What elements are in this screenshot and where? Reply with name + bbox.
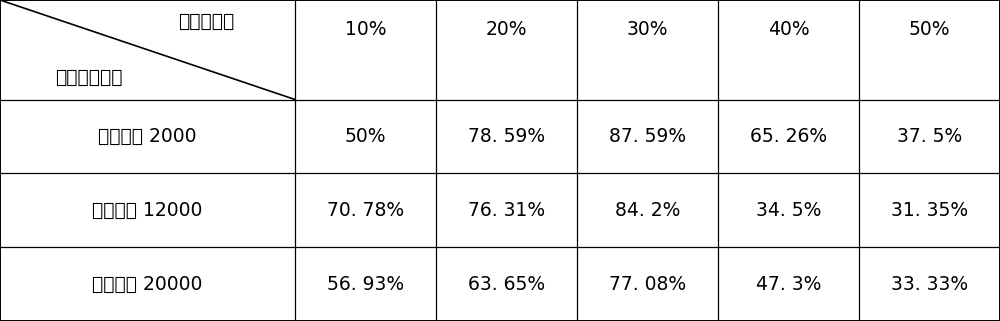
Text: 87. 59%: 87. 59%: [609, 127, 686, 146]
Text: 78. 59%: 78. 59%: [468, 127, 545, 146]
Text: 63. 65%: 63. 65%: [468, 274, 545, 294]
Text: 10%: 10%: [345, 20, 386, 39]
Text: 30%: 30%: [627, 20, 668, 39]
Text: 保护剂分子量: 保护剂分子量: [55, 68, 122, 87]
Text: 50%: 50%: [345, 127, 386, 146]
Text: 47. 3%: 47. 3%: [756, 274, 821, 294]
Text: 33. 33%: 33. 33%: [891, 274, 968, 294]
Text: 聚乙二醇 20000: 聚乙二醇 20000: [92, 274, 203, 294]
Text: 40%: 40%: [768, 20, 809, 39]
Text: 50%: 50%: [909, 20, 950, 39]
Text: 56. 93%: 56. 93%: [327, 274, 404, 294]
Text: 20%: 20%: [486, 20, 527, 39]
Text: 76. 31%: 76. 31%: [468, 201, 545, 220]
Text: 37. 5%: 37. 5%: [897, 127, 962, 146]
Text: 聚乙二醇 12000: 聚乙二醇 12000: [92, 201, 203, 220]
Text: 34. 5%: 34. 5%: [756, 201, 821, 220]
Text: 65. 26%: 65. 26%: [750, 127, 827, 146]
Text: 77. 08%: 77. 08%: [609, 274, 686, 294]
Text: 31. 35%: 31. 35%: [891, 201, 968, 220]
Text: 70. 78%: 70. 78%: [327, 201, 404, 220]
Text: 84. 2%: 84. 2%: [615, 201, 680, 220]
Text: 聚乙二醇 2000: 聚乙二醇 2000: [98, 127, 197, 146]
Text: 保护剂浓度: 保护剂浓度: [178, 13, 235, 31]
